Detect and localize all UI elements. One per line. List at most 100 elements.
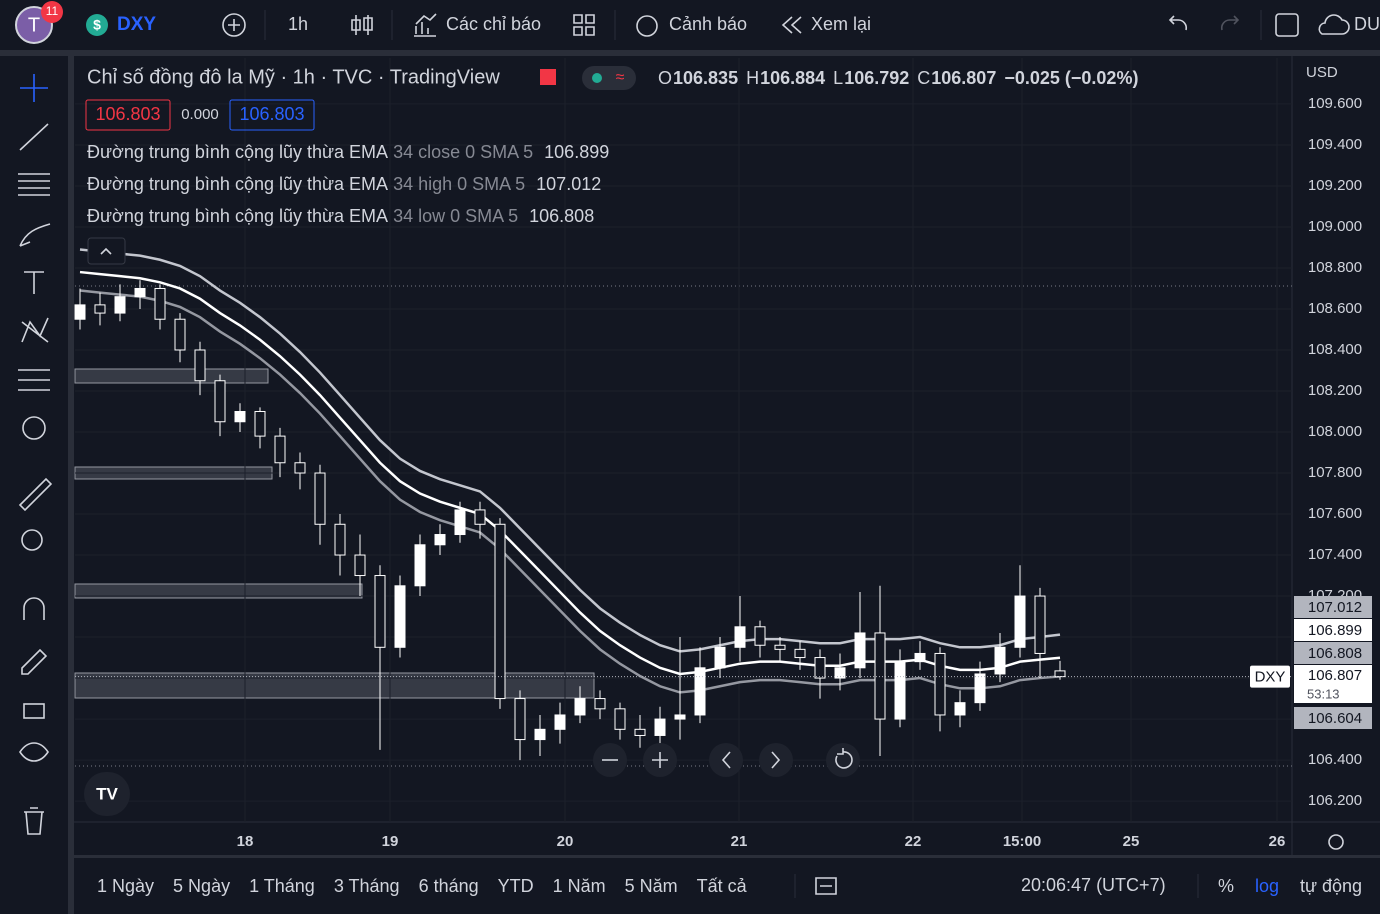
range-button[interactable]: 1 Tháng (249, 876, 315, 896)
scroll-left[interactable] (709, 743, 743, 777)
candle-body (674, 714, 686, 720)
reset[interactable] (826, 743, 860, 777)
indicators-button[interactable]: Các chỉ báo (446, 14, 541, 34)
candle-body (214, 380, 226, 423)
status-pill (582, 66, 636, 90)
prediction-tool[interactable] (18, 369, 50, 391)
y-tick-label: 109.400 (1308, 136, 1362, 153)
candle-body (874, 632, 886, 720)
chevron-up (100, 247, 112, 255)
trend-line-tool[interactable] (19, 123, 49, 151)
x-tick-label: 26 (1269, 833, 1286, 850)
lock-draw-tool[interactable] (21, 648, 48, 675)
range-button[interactable]: 5 Năm (625, 876, 678, 896)
range-button[interactable]: 1 Năm (553, 876, 606, 896)
candle-body (394, 585, 406, 648)
badge (41, 1, 63, 23)
text-tool[interactable] (24, 271, 44, 294)
indicator-params: 34 low 0 SMA 5 (393, 206, 518, 226)
bid-box[interactable] (85, 99, 171, 131)
indicator-value: 107.012 (536, 174, 601, 194)
currency[interactable]: USD (1306, 64, 1338, 81)
indicator-value: 106.899 (544, 142, 609, 162)
range-button[interactable]: 6 tháng (419, 876, 479, 896)
candle-body (714, 646, 726, 669)
price-label-bg (1294, 642, 1372, 664)
tv-logo[interactable] (84, 772, 130, 816)
crosshair-tool[interactable] (20, 74, 48, 102)
candle-body (774, 644, 786, 650)
interval[interactable]: 1h (288, 14, 308, 34)
candle-body (694, 667, 706, 716)
magnet-tool[interactable] (23, 597, 45, 620)
replay-button[interactable]: Xem lại (811, 14, 871, 34)
y-tick-label: 109.000 (1308, 218, 1362, 235)
x-tick-label: 18 (237, 833, 254, 850)
visibility-tool[interactable] (19, 742, 49, 762)
range-button[interactable]: 1 Ngày (97, 876, 154, 896)
layouts-icon[interactable] (573, 14, 595, 36)
y-tick-label: 107.600 (1308, 505, 1362, 522)
range-button[interactable]: Tất cả (697, 876, 748, 896)
y-tick-label: 108.400 (1308, 341, 1362, 358)
delete-tool[interactable] (24, 807, 44, 835)
x-tick-label: 25 (1123, 833, 1140, 850)
candle-body (594, 698, 606, 710)
pattern-tool[interactable] (21, 317, 49, 343)
auto-toggle[interactable]: tự động (1300, 876, 1362, 896)
fullscreen[interactable] (1275, 13, 1299, 37)
candle-body (494, 523, 506, 700)
candle-body (1034, 595, 1046, 654)
collapse-legend[interactable] (87, 237, 126, 265)
fib-tool[interactable] (18, 173, 50, 196)
date-range-icon[interactable] (815, 877, 837, 895)
indicator-name: Đường trung bình cộng lũy thừa EMA (87, 206, 388, 226)
range-button[interactable]: 3 Tháng (334, 876, 400, 896)
settings[interactable] (1328, 834, 1344, 850)
candle-body (754, 626, 766, 646)
account[interactable]: DU (1354, 14, 1380, 34)
add-symbol[interactable] (222, 13, 246, 37)
redo[interactable] (1220, 15, 1240, 31)
candle-body (834, 667, 846, 679)
top-separator (0, 50, 1380, 56)
candle-body (354, 554, 366, 577)
symbol-icon (86, 14, 108, 36)
candle-body (1014, 595, 1026, 648)
range-button[interactable]: YTD (498, 876, 534, 896)
percent-toggle[interactable]: % (1218, 876, 1234, 896)
lock-tool[interactable] (23, 703, 45, 719)
symbol[interactable]: DXY (117, 14, 156, 35)
price-label-bg (1294, 665, 1372, 703)
price-label: 106.807 (1308, 667, 1362, 684)
log-toggle[interactable]: log (1255, 876, 1279, 896)
scroll-right[interactable] (759, 743, 793, 777)
chart-type-icon[interactable] (351, 15, 373, 35)
price-label-bg (1294, 596, 1372, 618)
candle-body (534, 728, 546, 741)
emoji-tool[interactable] (22, 416, 46, 440)
candle-body (114, 296, 126, 314)
undo[interactable] (1168, 15, 1188, 31)
alerts-button[interactable]: Cảnh báo (669, 14, 747, 34)
zoom-tool[interactable] (21, 529, 43, 551)
chart-navigation (593, 743, 860, 777)
plus (652, 752, 668, 768)
candle-body (574, 698, 586, 716)
candle-body (414, 544, 426, 587)
plus-icon (228, 19, 240, 31)
price-label: 106.899 (1308, 622, 1362, 639)
zone (74, 583, 363, 599)
ruler-tool[interactable] (18, 477, 53, 512)
chart-pane: 109.600 109.400 109.200 109.000 108.800 108.6… (74, 58, 1372, 850)
brush-tool[interactable] (19, 223, 51, 247)
clock: 20:06:47 (UTC+7) (1021, 875, 1166, 895)
candle-body (854, 632, 866, 669)
ask-box[interactable] (229, 99, 315, 131)
countdown: 53:13 (1307, 686, 1340, 701)
reset-icon (835, 748, 853, 769)
ask: 106.803 (239, 104, 304, 124)
range-button[interactable]: 5 Ngày (173, 876, 230, 896)
candle-body (814, 657, 826, 679)
